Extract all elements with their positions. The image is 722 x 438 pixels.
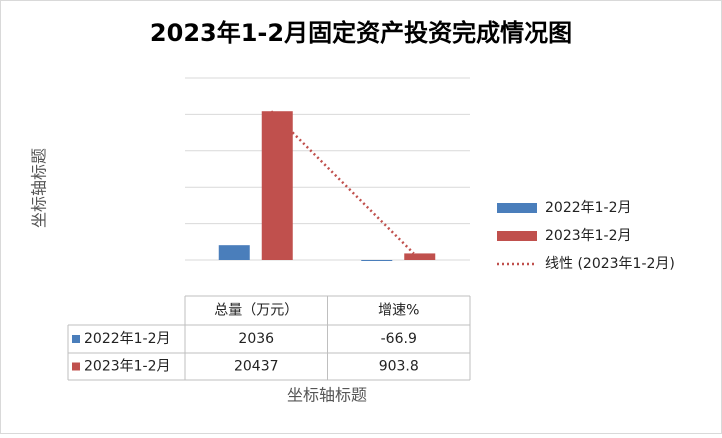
table-cell: 903.8	[379, 359, 419, 375]
table-legend-key	[72, 362, 80, 371]
bar	[361, 260, 393, 261]
table-legend-key	[72, 335, 80, 343]
bar	[404, 253, 436, 260]
table-row-label: 2023年1-2月	[84, 359, 171, 375]
chart-title: 2023年1-2月固定资产投资完成情况图	[150, 19, 572, 47]
legend-label: 2022年1-2月	[545, 200, 632, 216]
table-cell: -66.9	[381, 331, 417, 347]
table-header: 增速%	[378, 303, 419, 319]
table-cell: 2036	[238, 331, 274, 347]
bar	[218, 245, 250, 260]
legend-key	[497, 203, 537, 213]
table-header: 总量（万元）	[214, 303, 298, 319]
x-axis-label: 坐标轴标题	[287, 386, 367, 405]
table-cell: 20437	[234, 359, 279, 375]
legend-key	[497, 231, 537, 241]
legend-label: 线性 (2023年1-2月)	[545, 256, 675, 272]
trendline	[270, 110, 415, 255]
y-axis-label: 坐标轴标题	[30, 148, 49, 228]
legend-label: 2023年1-2月	[545, 228, 632, 244]
table-row-label: 2022年1-2月	[84, 331, 171, 347]
bar	[261, 111, 293, 260]
